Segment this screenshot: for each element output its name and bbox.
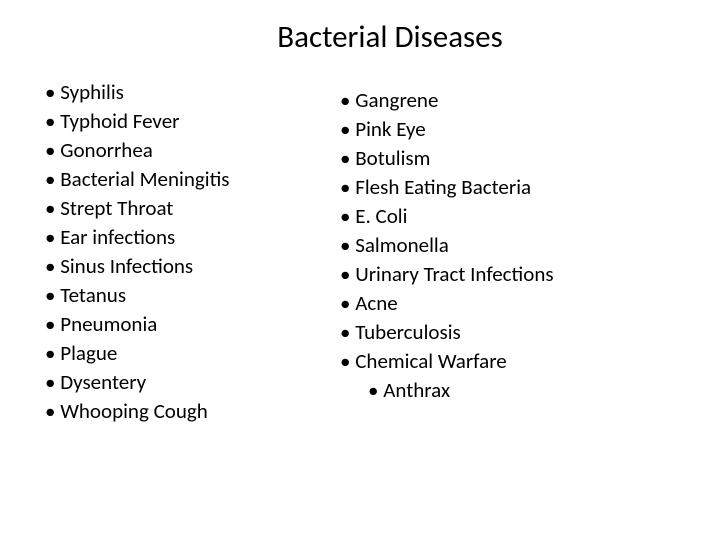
- bullet-icon: •: [340, 261, 350, 287]
- list-item: • Botulism: [340, 144, 650, 173]
- list-item: • Acne: [340, 289, 650, 318]
- item-text: Gonorrhea: [60, 137, 153, 163]
- bullet-icon: •: [340, 145, 350, 171]
- list-item: • Typhoid Fever: [45, 107, 340, 136]
- item-text: Pneumonia: [60, 311, 157, 337]
- list-item: • Chemical Warfare: [340, 347, 650, 376]
- list-item: • Strept Throat: [45, 194, 340, 223]
- bullet-icon: •: [340, 116, 350, 142]
- bullet-icon: •: [45, 166, 55, 192]
- bullet-icon: •: [45, 311, 55, 337]
- item-text: Tetanus: [60, 282, 126, 308]
- bullet-icon: •: [340, 203, 350, 229]
- bullet-icon: •: [45, 224, 55, 250]
- slide-container: Bacterial Diseases • Syphilis • Typhoid …: [0, 0, 720, 540]
- list-item: • Pneumonia: [45, 310, 340, 339]
- bullet-icon: •: [368, 377, 378, 403]
- slide-title: Bacterial Diseases: [0, 18, 720, 56]
- item-text: Typhoid Fever: [60, 108, 179, 134]
- item-text: Acne: [355, 290, 398, 316]
- item-text: Anthrax: [383, 377, 450, 403]
- list-item: • Gangrene: [340, 86, 650, 115]
- list-item: • Dysentery: [45, 368, 340, 397]
- bullet-icon: •: [340, 348, 350, 374]
- columns-wrapper: • Syphilis • Typhoid Fever • Gonorrhea •…: [0, 78, 720, 426]
- list-item: • Pink Eye: [340, 115, 650, 144]
- list-item: • Tetanus: [45, 281, 340, 310]
- item-text: Flesh Eating Bacteria: [355, 174, 531, 200]
- item-text: Salmonella: [355, 232, 449, 258]
- item-text: Tuberculosis: [355, 319, 461, 345]
- sub-list-item: • Anthrax: [340, 376, 650, 405]
- left-column: • Syphilis • Typhoid Fever • Gonorrhea •…: [45, 78, 340, 426]
- list-item: • Bacterial Meningitis: [45, 165, 340, 194]
- bullet-icon: •: [45, 79, 55, 105]
- bullet-icon: •: [340, 87, 350, 113]
- item-text: Bacterial Meningitis: [60, 166, 229, 192]
- item-text: Urinary Tract Infections: [355, 261, 553, 287]
- item-text: Syphilis: [60, 79, 124, 105]
- item-text: Botulism: [355, 145, 430, 171]
- right-column: • Gangrene • Pink Eye • Botulism • Flesh…: [340, 78, 650, 426]
- item-text: Ear infections: [60, 224, 175, 250]
- bullet-icon: •: [45, 195, 55, 221]
- item-text: E. Coli: [355, 203, 407, 229]
- item-text: Whooping Cough: [60, 398, 208, 424]
- list-item: • Urinary Tract Infections: [340, 260, 650, 289]
- bullet-icon: •: [340, 319, 350, 345]
- bullet-icon: •: [340, 290, 350, 316]
- bullet-icon: •: [45, 108, 55, 134]
- bullet-icon: •: [45, 340, 55, 366]
- bullet-icon: •: [340, 232, 350, 258]
- bullet-icon: •: [45, 369, 55, 395]
- bullet-icon: •: [45, 137, 55, 163]
- item-text: Dysentery: [60, 369, 146, 395]
- bullet-icon: •: [45, 253, 55, 279]
- list-item: • Syphilis: [45, 78, 340, 107]
- list-item: • Ear infections: [45, 223, 340, 252]
- item-text: Gangrene: [355, 87, 438, 113]
- bullet-icon: •: [45, 282, 55, 308]
- item-text: Chemical Warfare: [355, 348, 507, 374]
- item-text: Plague: [60, 340, 117, 366]
- item-text: Pink Eye: [355, 116, 425, 142]
- item-text: Strept Throat: [60, 195, 173, 221]
- list-item: • Salmonella: [340, 231, 650, 260]
- bullet-icon: •: [340, 174, 350, 200]
- bullet-icon: •: [45, 398, 55, 424]
- item-text: Sinus Infections: [60, 253, 193, 279]
- list-item: • Gonorrhea: [45, 136, 340, 165]
- list-item: • Flesh Eating Bacteria: [340, 173, 650, 202]
- list-item: • Tuberculosis: [340, 318, 650, 347]
- list-item: • Whooping Cough: [45, 397, 340, 426]
- list-item: • Plague: [45, 339, 340, 368]
- list-item: • E. Coli: [340, 202, 650, 231]
- list-item: • Sinus Infections: [45, 252, 340, 281]
